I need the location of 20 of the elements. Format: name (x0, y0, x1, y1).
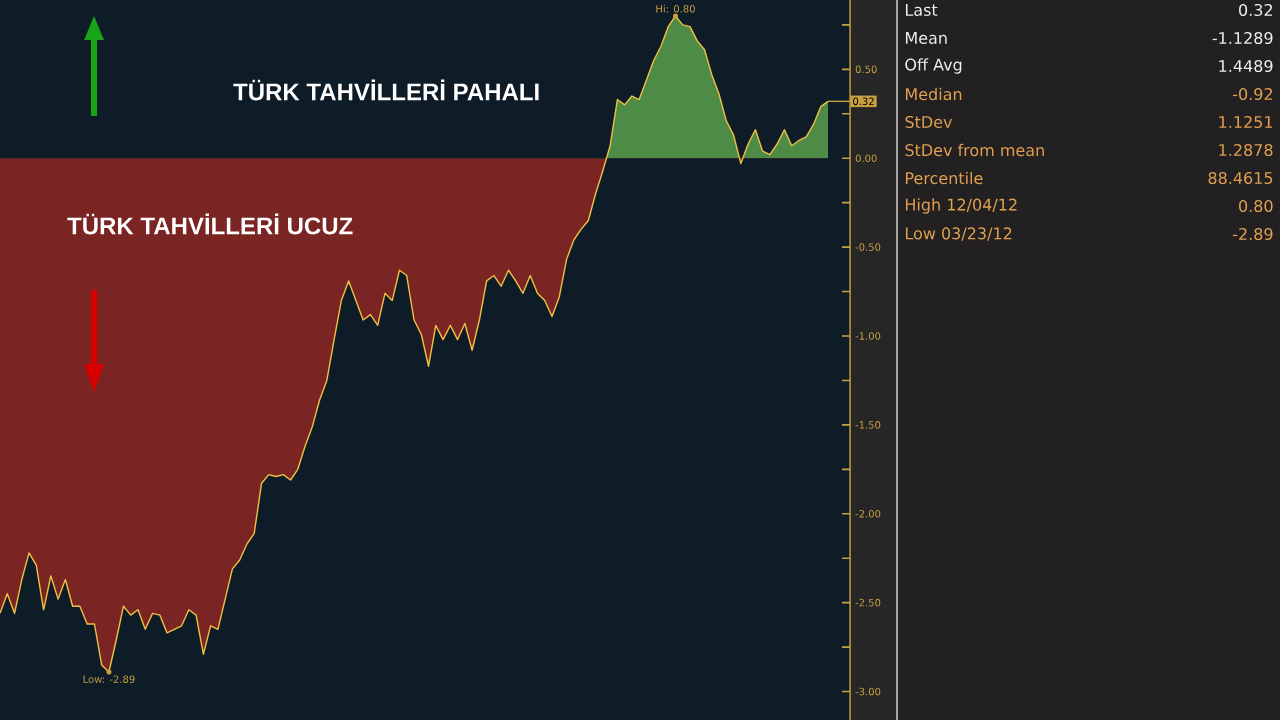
text: High 12/04/12 (905, 198, 1017, 214)
annotation: TÜRK TAHVİLLERİ UCUZ (67, 213, 353, 235)
text: Low 03/23/12 (905, 227, 1012, 241)
text: 1.1251 (1219, 115, 1273, 129)
text: 0.80 (1239, 199, 1273, 213)
text: StDev from mean (905, 143, 1044, 157)
annotation: TÜRK TAHVİLLERİ PAHALI (233, 79, 539, 101)
text: Median (905, 87, 962, 101)
text: StDev (905, 115, 952, 129)
text: 88.4615 (1208, 171, 1273, 185)
text: 1.2878 (1219, 143, 1273, 157)
text: Last (905, 4, 938, 16)
text: Percentile (905, 171, 983, 185)
text: -0.92 (1232, 87, 1272, 101)
text: -1.1289 (1212, 31, 1273, 45)
text: 0.32 (1239, 3, 1272, 17)
text: -2.89 (1232, 227, 1273, 241)
text: 1.4489 (1219, 59, 1273, 73)
text: Mean (905, 32, 947, 44)
text: Off Avg (905, 58, 962, 74)
